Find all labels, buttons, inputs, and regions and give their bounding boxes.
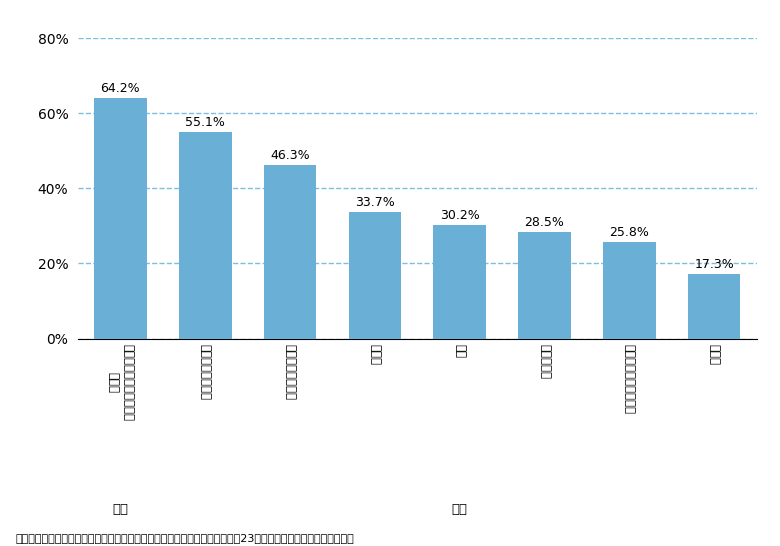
Bar (349, 212, 401, 339)
Bar (434, 225, 486, 339)
Text: その他: その他 (707, 344, 721, 365)
Text: 毛布・寝袋: 毛布・寝袋 (538, 344, 551, 379)
Text: 出典：文部科学省「学校安全の推進に関する計画に係る取組状況調査（平成23年度実績）」をもとに内閣府作成: 出典：文部科学省「学校安全の推進に関する計画に係る取組状況調査（平成23年度実績… (16, 533, 354, 543)
Bar (179, 132, 232, 339)
Bar (264, 165, 317, 339)
Text: 飲料水: 飲料水 (368, 344, 381, 365)
Text: 25.8%: 25.8% (609, 225, 649, 239)
Text: 55.1%: 55.1% (186, 116, 225, 129)
Text: 17.3%: 17.3% (694, 258, 734, 271)
Bar (603, 242, 656, 339)
Text: 28.5%: 28.5% (525, 216, 565, 229)
Text: 64.2%: 64.2% (101, 81, 140, 94)
Text: 全体: 全体 (112, 503, 129, 516)
Bar (518, 232, 571, 339)
Text: 46.3%: 46.3% (270, 149, 310, 162)
Text: 30.2%: 30.2% (440, 209, 480, 222)
Text: （右記１項目でも備蓄）
備蓄率: （右記１項目でも備蓄） 備蓄率 (106, 344, 134, 421)
Text: 救急用品・医薬品: 救急用品・医薬品 (199, 344, 211, 400)
Text: 食糧: 食糧 (453, 344, 466, 358)
Text: 33.7%: 33.7% (355, 196, 395, 209)
Text: ヘルメット・防災頭巾: ヘルメット・防災頭巾 (623, 344, 636, 414)
Bar (94, 98, 147, 339)
Text: 内訳: 内訳 (452, 503, 468, 516)
Bar (688, 274, 740, 339)
Text: ライト・ろうそく: ライト・ろうそく (284, 344, 296, 400)
